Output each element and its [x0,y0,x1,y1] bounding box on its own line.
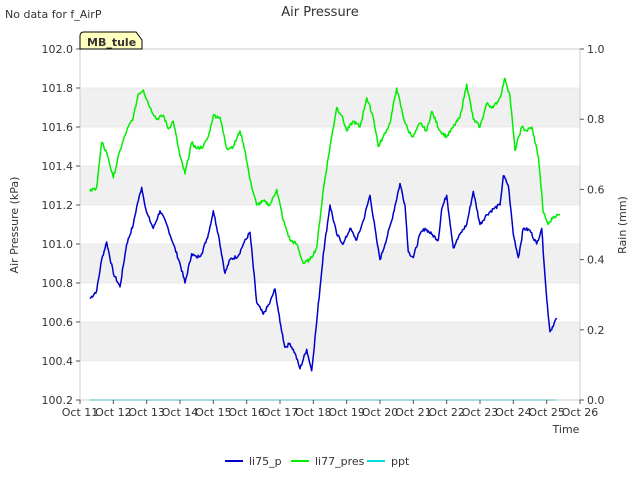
x-tick-label: Oct 17 [262,406,299,419]
grid-band [80,244,580,283]
chart-title: Air Pressure [281,5,359,20]
y-axis-label: Air Pressure (kPa) [8,177,21,274]
no-data-note: No data for f_AirP [5,8,102,21]
y-tick-label: 100.4 [42,355,74,368]
x-tick-label: Oct 18 [295,406,332,419]
series-line-li75_p [89,175,558,372]
y2-axis-label: Rain (mm) [616,196,629,254]
y-tick-label: 101.2 [42,199,74,212]
y-tick-label: 102.0 [42,43,74,56]
x-tick-label: Oct 23 [462,406,499,419]
y-tick-label: 101.0 [42,238,74,251]
station-badge-label: MB_tule [87,36,136,49]
x-tick-label: Oct 20 [362,406,399,419]
series-line-li77_pres [89,77,560,265]
x-tick-label: Oct 26 [562,406,599,419]
station-badge: MB_tule [79,31,143,50]
x-tick-label: Oct 24 [495,406,532,419]
y2-tick-label: 0.4 [587,254,605,267]
y-tick-label: 101.4 [42,160,74,173]
x-tick-label: Oct 14 [162,406,199,419]
plot-frame [79,48,581,401]
x-tick-label: Oct 25 [528,406,565,419]
grid-band [80,166,580,205]
y-tick-label: 101.8 [42,82,74,95]
x-tick-label: Oct 21 [395,406,432,419]
y2-tick-label: 0.8 [587,113,605,126]
y2-tick-label: 1.0 [587,43,605,56]
x-tick-label: Oct 12 [95,406,132,419]
y-tick-label: 100.6 [42,316,74,329]
x-tick-label: Oct 15 [195,406,232,419]
legend-label-ppt: ppt [391,455,410,468]
x-axis-label: Time [552,423,580,436]
x-tick-label: Oct 22 [428,406,465,419]
axes: 100.2 100.4 100.6 100.8 101.0 101.2 101.4 101.6… [42,43,605,419]
y-tick-label: 100.2 [42,394,74,407]
y-tick-label: 100.8 [42,277,74,290]
x-tick-label: Oct 11 [62,406,99,419]
grid-band [80,322,580,361]
legend: li75_p li77_pres ppt [225,455,410,468]
x-tick-label: Oct 16 [228,406,265,419]
grid-band [80,88,580,127]
y2-tick-label: 0.6 [587,183,605,196]
x-tick-label: Oct 19 [328,406,365,419]
y2-tick-label: 0.0 [587,394,605,407]
legend-label-li77_pres: li77_pres [315,455,365,468]
y2-tick-label: 0.2 [587,324,605,337]
x-tick-label: Oct 13 [128,406,165,419]
y-tick-label: 101.6 [42,121,74,134]
legend-label-li75_p: li75_p [249,455,282,468]
